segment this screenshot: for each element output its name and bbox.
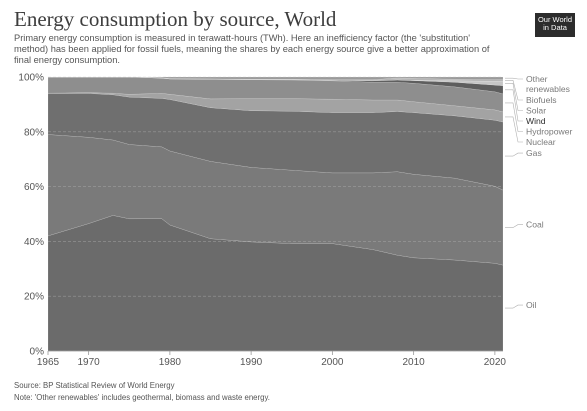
y-tick-label: 60% — [24, 182, 44, 193]
area-biofuels[interactable] — [48, 76, 504, 82]
legend-connector — [505, 116, 523, 143]
legend-connector — [505, 77, 523, 80]
legend-label-wind[interactable]: Wind — [526, 116, 546, 126]
legend-label-nuclear[interactable]: Nuclear — [526, 137, 556, 147]
legend-connector — [505, 80, 523, 101]
legend-label-other-renewables[interactable]: Other renewables — [526, 74, 570, 94]
y-tick-label: 80% — [24, 127, 44, 138]
legend-connector — [505, 304, 523, 309]
x-axis-ticks: 1965 1970 1980 1990 2000 2010 2020 — [37, 350, 507, 368]
x-tick-label: 2020 — [484, 357, 507, 368]
chart-subtitle: Primary energy consumption is measured i… — [14, 33, 490, 65]
y-tick-label: 40% — [24, 237, 44, 248]
y-axis-ticks: 0% 20% 40% 60% 80% 100% — [18, 73, 44, 358]
area-series — [47, 76, 504, 352]
area-other-renewables[interactable] — [48, 76, 504, 80]
y-tick-label: 20% — [24, 292, 44, 303]
legend-connector — [505, 102, 523, 132]
legend-connector — [505, 224, 523, 228]
chart-title: Energy consumption by source, World — [14, 7, 337, 31]
x-tick-label: 2010 — [403, 357, 426, 368]
legend-label-biofuels[interactable]: Biofuels — [526, 95, 557, 105]
x-tick-label: 1970 — [78, 357, 101, 368]
legend-label-hydropower[interactable]: Hydropower — [526, 127, 572, 137]
owid-logo[interactable]: Our World in Data — [535, 13, 575, 37]
x-tick-label: 1980 — [159, 357, 182, 368]
legend-label-oil[interactable]: Oil — [526, 300, 537, 310]
x-tick-label: 1990 — [240, 357, 263, 368]
x-tick-label: 2000 — [321, 357, 344, 368]
legend-connector — [505, 89, 523, 122]
footnote: Note: 'Other renewables' includes geothe… — [14, 393, 270, 402]
source-note: Source: BP Statistical Review of World E… — [14, 381, 175, 390]
logo-line-2: in Data — [543, 23, 567, 32]
legend-label-gas[interactable]: Gas — [526, 148, 542, 158]
legend: Other renewablesBiofuelsSolarWindHydropow… — [505, 74, 572, 310]
legend-label-coal[interactable]: Coal — [526, 220, 544, 230]
y-tick-label: 0% — [30, 347, 45, 358]
y-tick-label: 100% — [18, 73, 44, 84]
logo-line-1: Our World — [537, 15, 573, 24]
legend-connector — [505, 152, 523, 157]
legend-connector — [505, 83, 523, 111]
legend-label-solar[interactable]: Solar — [526, 106, 546, 116]
x-tick-label: 1965 — [37, 357, 60, 368]
